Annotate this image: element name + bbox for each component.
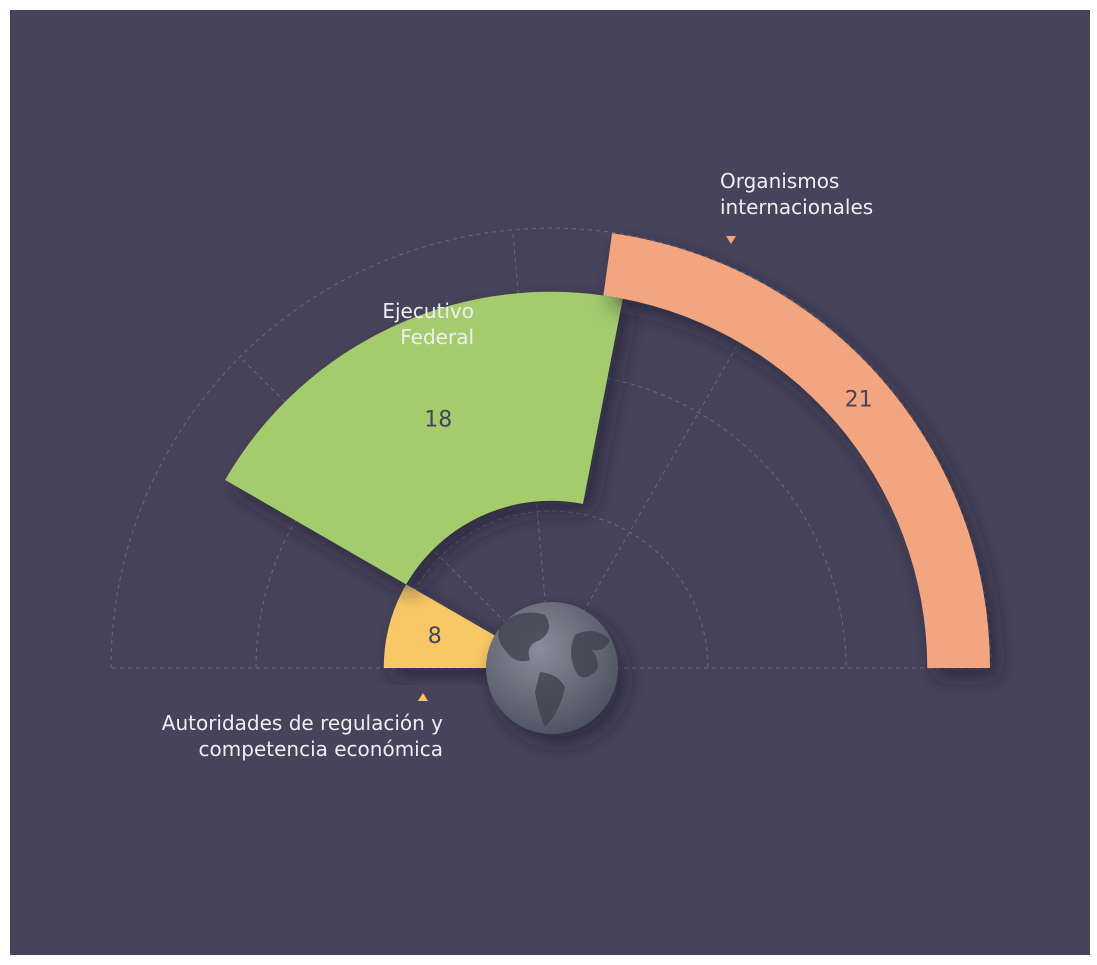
pointer — [418, 693, 428, 701]
category-label: Autoridades de regulación y competencia … — [161, 711, 443, 761]
value-label: 21 — [845, 388, 873, 413]
globe — [486, 602, 618, 734]
globe-land — [498, 612, 610, 727]
category-label: Ejecutivo Federal — [382, 299, 474, 349]
guide-spoke — [550, 286, 772, 669]
pointer — [726, 236, 736, 244]
guide-ring — [255, 372, 847, 669]
sector — [603, 233, 990, 668]
guide-ring — [110, 227, 992, 669]
value-label: 18 — [424, 408, 452, 433]
value-label: 8 — [428, 624, 442, 649]
category-label: Organismos internacionales — [720, 169, 874, 219]
sector — [225, 291, 623, 585]
pointer — [458, 359, 468, 367]
